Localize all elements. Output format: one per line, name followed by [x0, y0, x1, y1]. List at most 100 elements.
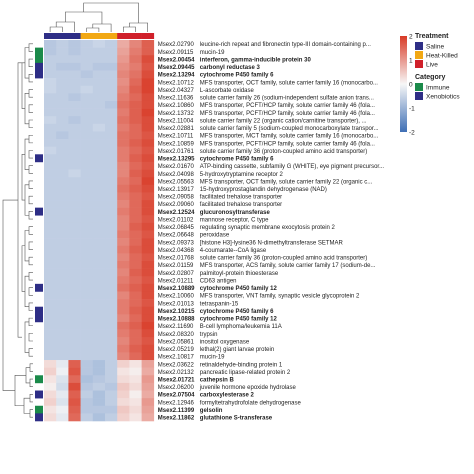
heatmap-cell	[92, 116, 106, 125]
heatmap-cell	[44, 116, 57, 125]
heatmap-cell	[68, 93, 81, 102]
heatmap-cell	[44, 47, 57, 56]
heatmap-cell	[56, 245, 69, 254]
row-label-id: Msex2.00454	[158, 57, 195, 63]
row-dendrogram-link	[28, 333, 33, 342]
heatmap-cell	[105, 192, 118, 201]
heatmap-cell	[117, 100, 130, 109]
row-label-id: Msex2.05563	[158, 179, 195, 185]
legend-label: Live	[426, 62, 438, 69]
heatmap-cell	[80, 123, 94, 132]
heatmap-cell	[80, 161, 94, 170]
heatmap-cell	[117, 299, 130, 307]
row-label-name: cytochrome P450 family 12	[200, 286, 278, 292]
heatmap-cell	[80, 268, 94, 277]
heatmap-cell	[117, 260, 130, 269]
heatmap-cell	[105, 321, 118, 330]
row-dendrogram-root	[2, 199, 18, 391]
heatmap-cell	[68, 375, 81, 384]
heatmap-cell	[92, 55, 106, 64]
heatmap-cell	[68, 192, 81, 201]
row-label-name: peroxidase	[200, 233, 230, 239]
heatmap-cell	[141, 375, 155, 384]
row-dendrogram-link	[24, 275, 29, 307]
heatmap-cell	[56, 253, 69, 262]
row-label-id: Msex2.11636	[158, 96, 194, 102]
heatmap-cell	[56, 116, 69, 125]
row-label-name: tetraspanin-15	[200, 301, 239, 307]
heatmap-cell	[68, 314, 81, 323]
row-label-name: facilitated trehalose transporter	[200, 202, 282, 208]
heatmap-cell	[105, 253, 118, 262]
heatmap-cell	[129, 177, 142, 186]
heatmap-cell	[117, 184, 130, 193]
row-dendrogram-link	[21, 245, 25, 292]
heatmap-cell	[44, 245, 57, 254]
heatmap-cell	[141, 245, 155, 254]
row-dendrogram-link	[28, 104, 33, 113]
row-dendrogram-link	[24, 230, 29, 262]
heatmap-cell	[129, 314, 142, 323]
heatmap-cell	[56, 375, 69, 384]
row-dendrogram-link	[28, 73, 33, 83]
heatmap-cell	[105, 360, 118, 368]
row-label-name: CD63 antigen	[200, 278, 237, 284]
heatmap-cell	[105, 207, 118, 216]
heatmap-cell	[56, 100, 69, 109]
heatmap-cell	[92, 123, 106, 132]
row-dendrogram-link	[25, 367, 30, 384]
category-swatch-xenobiotics	[35, 154, 43, 163]
heatmap-cell	[141, 260, 155, 269]
heatmap-cell	[117, 192, 130, 201]
category-swatch-xenobiotics	[35, 413, 43, 422]
row-label-id: Msex2.09373	[158, 240, 195, 246]
row-label-name: MFS transporter, MCT family, solute carr…	[200, 134, 379, 140]
heatmap-cell	[117, 78, 130, 87]
heatmap-cell	[117, 367, 130, 376]
heatmap-cell	[117, 253, 130, 262]
heatmap-cell	[44, 238, 57, 247]
heatmap-cell	[141, 116, 155, 125]
category-swatch-immune	[35, 405, 43, 414]
heatmap-cell	[80, 337, 94, 346]
heatmap-cell	[92, 161, 106, 170]
heatmap-cell	[68, 215, 81, 224]
heatmap-cell	[129, 55, 142, 64]
heatmap-cell	[129, 85, 142, 94]
heatmap-cell	[92, 154, 106, 163]
heatmap-cell	[141, 314, 155, 323]
heatmap-cell	[68, 260, 81, 269]
heatmap-cell	[105, 78, 118, 87]
heatmap-cell	[129, 222, 142, 231]
heatmap-cell	[56, 47, 69, 56]
row-labels: Msex2.02790 leucine-rich repeat and fibro…	[158, 42, 385, 421]
legend-label: Saline	[426, 44, 444, 51]
row-label-id: Msex2.13295	[158, 157, 195, 163]
row-label-id: Msex2.02790	[158, 42, 195, 48]
heatmap-cell	[68, 47, 81, 56]
heatmap-cell	[129, 367, 142, 376]
treatment-swatch-heat-killed	[92, 33, 106, 39]
heatmap-cell	[80, 154, 94, 163]
heatmap-cell	[92, 47, 106, 56]
treatment-swatch-saline	[44, 33, 57, 39]
heatmap-cell	[44, 268, 57, 277]
row-label-name: inositol oxygenase	[200, 339, 250, 345]
heatmap-cell	[44, 55, 57, 64]
heatmap-cell	[80, 131, 94, 140]
heatmap-cell	[105, 169, 118, 178]
row-dendrogram-link	[29, 394, 33, 403]
heatmap-cell	[141, 413, 155, 422]
column-dendrogram	[49, 2, 148, 32]
row-label-id: Msex2.13917	[158, 187, 195, 193]
heatmap-cell	[56, 146, 69, 155]
heatmap-cell	[80, 139, 94, 147]
heatmap-cell	[44, 108, 57, 117]
heatmap-cell	[141, 352, 155, 361]
heatmap-cell	[117, 108, 130, 117]
row-label-name: lethal(2) giant larvae protein	[200, 347, 274, 353]
row-label-name: leucine-rich repeat and fibronectin type…	[200, 42, 371, 48]
row-label-name: solute carrier family 22 (organic cation…	[200, 118, 367, 124]
heatmap-cell	[80, 344, 94, 353]
